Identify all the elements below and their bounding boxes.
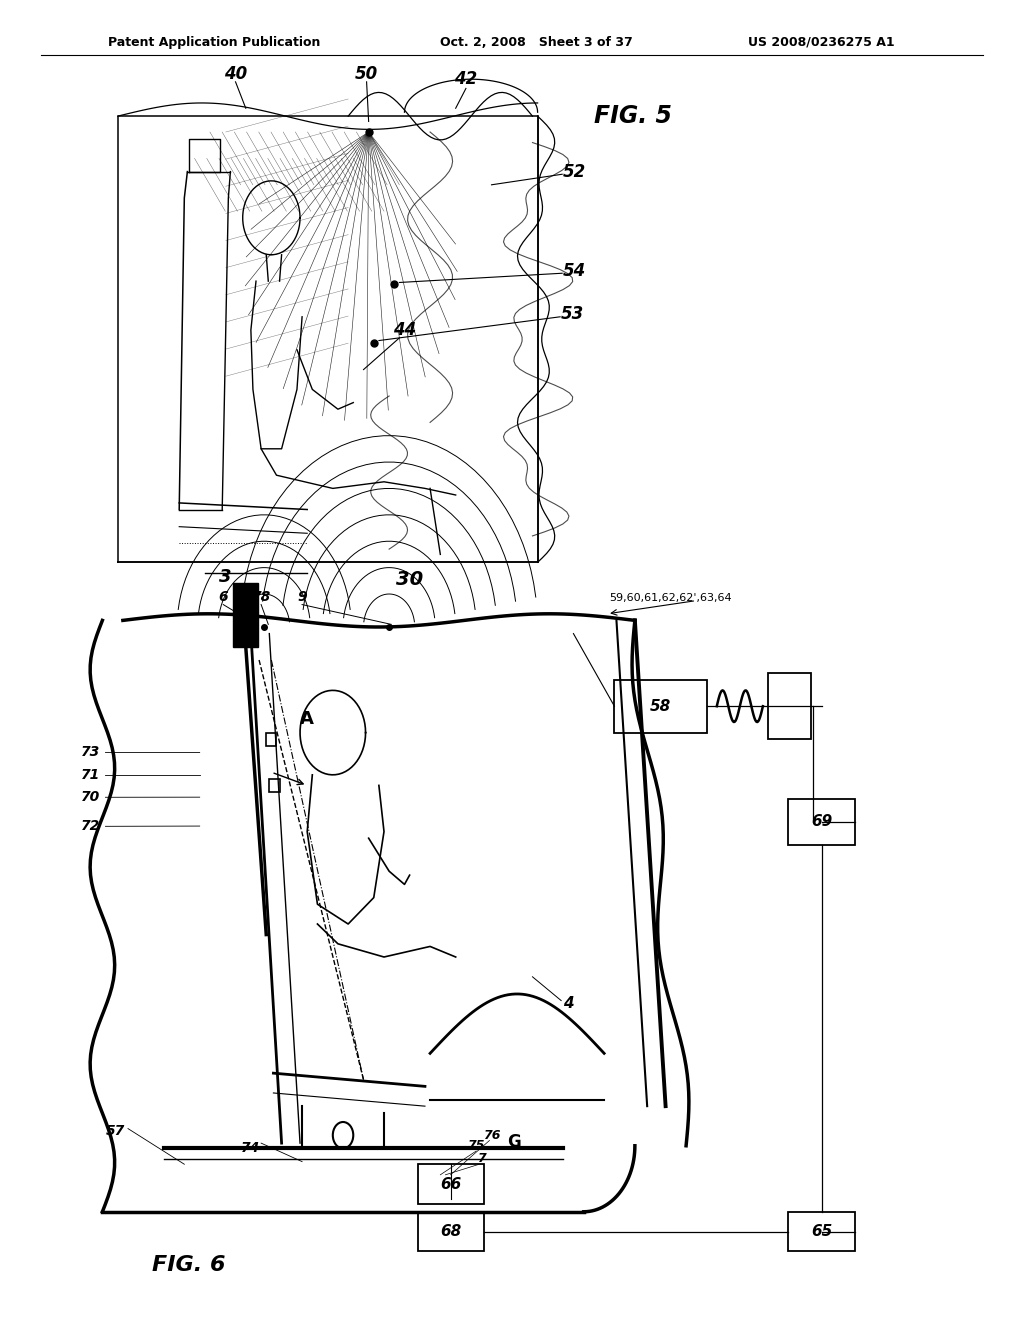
Text: 68: 68 bbox=[440, 1224, 462, 1239]
Text: 44: 44 bbox=[393, 321, 416, 339]
Text: Patent Application Publication: Patent Application Publication bbox=[108, 36, 319, 49]
Text: 73: 73 bbox=[81, 746, 100, 759]
Bar bbox=[614, 680, 707, 733]
Text: 53: 53 bbox=[561, 305, 585, 323]
Text: 78: 78 bbox=[252, 590, 270, 603]
Text: 50: 50 bbox=[355, 65, 378, 83]
Text: 52: 52 bbox=[563, 162, 587, 181]
Text: 72: 72 bbox=[81, 820, 100, 833]
Text: 9: 9 bbox=[297, 590, 307, 603]
Text: G: G bbox=[507, 1133, 521, 1151]
Bar bbox=[418, 1164, 484, 1204]
Bar bbox=[788, 799, 855, 845]
Text: 58: 58 bbox=[650, 698, 671, 714]
Text: 76: 76 bbox=[482, 1129, 501, 1142]
Text: 6: 6 bbox=[218, 590, 228, 603]
Text: 40: 40 bbox=[224, 65, 247, 83]
Text: 57: 57 bbox=[106, 1125, 125, 1138]
Bar bbox=[418, 1212, 484, 1251]
Text: 54: 54 bbox=[563, 261, 587, 280]
Text: 7: 7 bbox=[477, 1152, 485, 1166]
Text: A: A bbox=[300, 710, 314, 729]
Bar bbox=[266, 733, 276, 746]
Bar bbox=[269, 779, 280, 792]
Text: 70: 70 bbox=[81, 791, 100, 804]
Bar bbox=[233, 583, 258, 647]
Text: 4: 4 bbox=[563, 995, 573, 1011]
Text: Oct. 2, 2008   Sheet 3 of 37: Oct. 2, 2008 Sheet 3 of 37 bbox=[440, 36, 633, 49]
Text: 59,60,61,62,62',63,64: 59,60,61,62,62',63,64 bbox=[609, 593, 732, 603]
Bar bbox=[768, 673, 811, 739]
Text: 65: 65 bbox=[811, 1224, 833, 1239]
Text: 71: 71 bbox=[81, 768, 100, 781]
Text: 30: 30 bbox=[396, 570, 423, 589]
Text: FIG. 6: FIG. 6 bbox=[152, 1254, 225, 1275]
Text: 3: 3 bbox=[219, 568, 231, 586]
Text: US 2008/0236275 A1: US 2008/0236275 A1 bbox=[748, 36, 894, 49]
Bar bbox=[788, 1212, 855, 1251]
Text: FIG. 5: FIG. 5 bbox=[594, 104, 672, 128]
Text: 75: 75 bbox=[467, 1139, 485, 1152]
Text: 66: 66 bbox=[440, 1176, 462, 1192]
Text: 69: 69 bbox=[811, 814, 833, 829]
Text: 74: 74 bbox=[242, 1142, 260, 1155]
Text: 42: 42 bbox=[455, 70, 477, 88]
